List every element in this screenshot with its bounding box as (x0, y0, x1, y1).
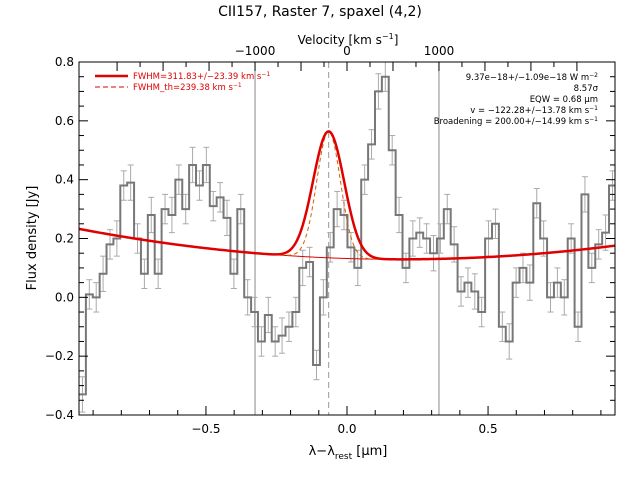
gaussian-fit-series (79, 130, 615, 261)
y-axis-label: Flux density [Jy] (25, 186, 40, 291)
annotation: 9.37e−18+/−1.09e−18 W m−2 (466, 72, 598, 83)
annotation-text: 9.37e−18+/−1.09e−18 W m (466, 73, 589, 83)
annotation-exp: −1 (589, 116, 598, 123)
annotation: Broadening = 200.00+/−14.99 km s−1 (434, 116, 598, 127)
annotation-exp: −1 (589, 105, 598, 112)
legend-text: FWHM=311.83+/−23.39 km s (133, 72, 262, 82)
y-tick-label: −0.2 (45, 349, 74, 363)
top-axis-label-end: ] (394, 33, 399, 47)
legend-label: FWHM_th=239.38 km s−1 (133, 82, 242, 93)
x-axis-label: λ−λrest [μm] (309, 444, 388, 462)
annotation-exp: −2 (589, 72, 598, 79)
top-axis-label: Velocity [km s−1] (298, 32, 399, 47)
y-tick-label: 0.0 (55, 290, 74, 304)
y-tick-label: 0.8 (55, 55, 74, 69)
x-tick-label: −0.5 (191, 422, 220, 436)
x-axis-label-unit: [μm] (352, 444, 387, 459)
annotation-text: 8.57σ (574, 84, 599, 94)
chart-title: CII157, Raster 7, spaxel (4,2) (218, 4, 422, 20)
y-tick-label: 0.6 (55, 114, 74, 128)
top-tick-label: 1000 (424, 44, 455, 58)
annotation-text: Broadening = 200.00+/−14.99 km s (434, 117, 590, 127)
x-tick-label: 0.5 (479, 422, 498, 436)
legend-label: FWHM=311.83+/−23.39 km s−1 (133, 71, 270, 82)
top-tick-label: 0 (343, 44, 351, 58)
annotation: EQW = 0.68 μm (530, 95, 598, 105)
y-tick-label: 0.2 (55, 232, 74, 246)
annotation-text: v = −122.28+/−13.78 km s (470, 106, 589, 116)
annotation: v = −122.28+/−13.78 km s−1 (470, 105, 598, 116)
x-axis-label-sub: rest (335, 452, 353, 462)
spectrum-series (79, 75, 615, 396)
legend-exp: −1 (261, 71, 270, 78)
top-tick-label: −1000 (235, 44, 276, 58)
plot-area: −0.5 0.0 0.5 −1000 0 1000 −0.4 −0.2 0.0 0.2 0.4 0.6… (45, 44, 616, 436)
top-axis-label-exp: −1 (382, 32, 394, 41)
annotation: 8.57σ (574, 84, 599, 94)
y-tick-label: 0.4 (55, 173, 74, 187)
x-tick-label: 0.0 (337, 422, 356, 436)
legend-text: FWHM_th=239.38 km s (133, 83, 233, 93)
y-tick-label: −0.4 (45, 408, 74, 422)
legend-exp: −1 (233, 82, 242, 89)
annotation-text: EQW = 0.68 μm (530, 95, 598, 105)
